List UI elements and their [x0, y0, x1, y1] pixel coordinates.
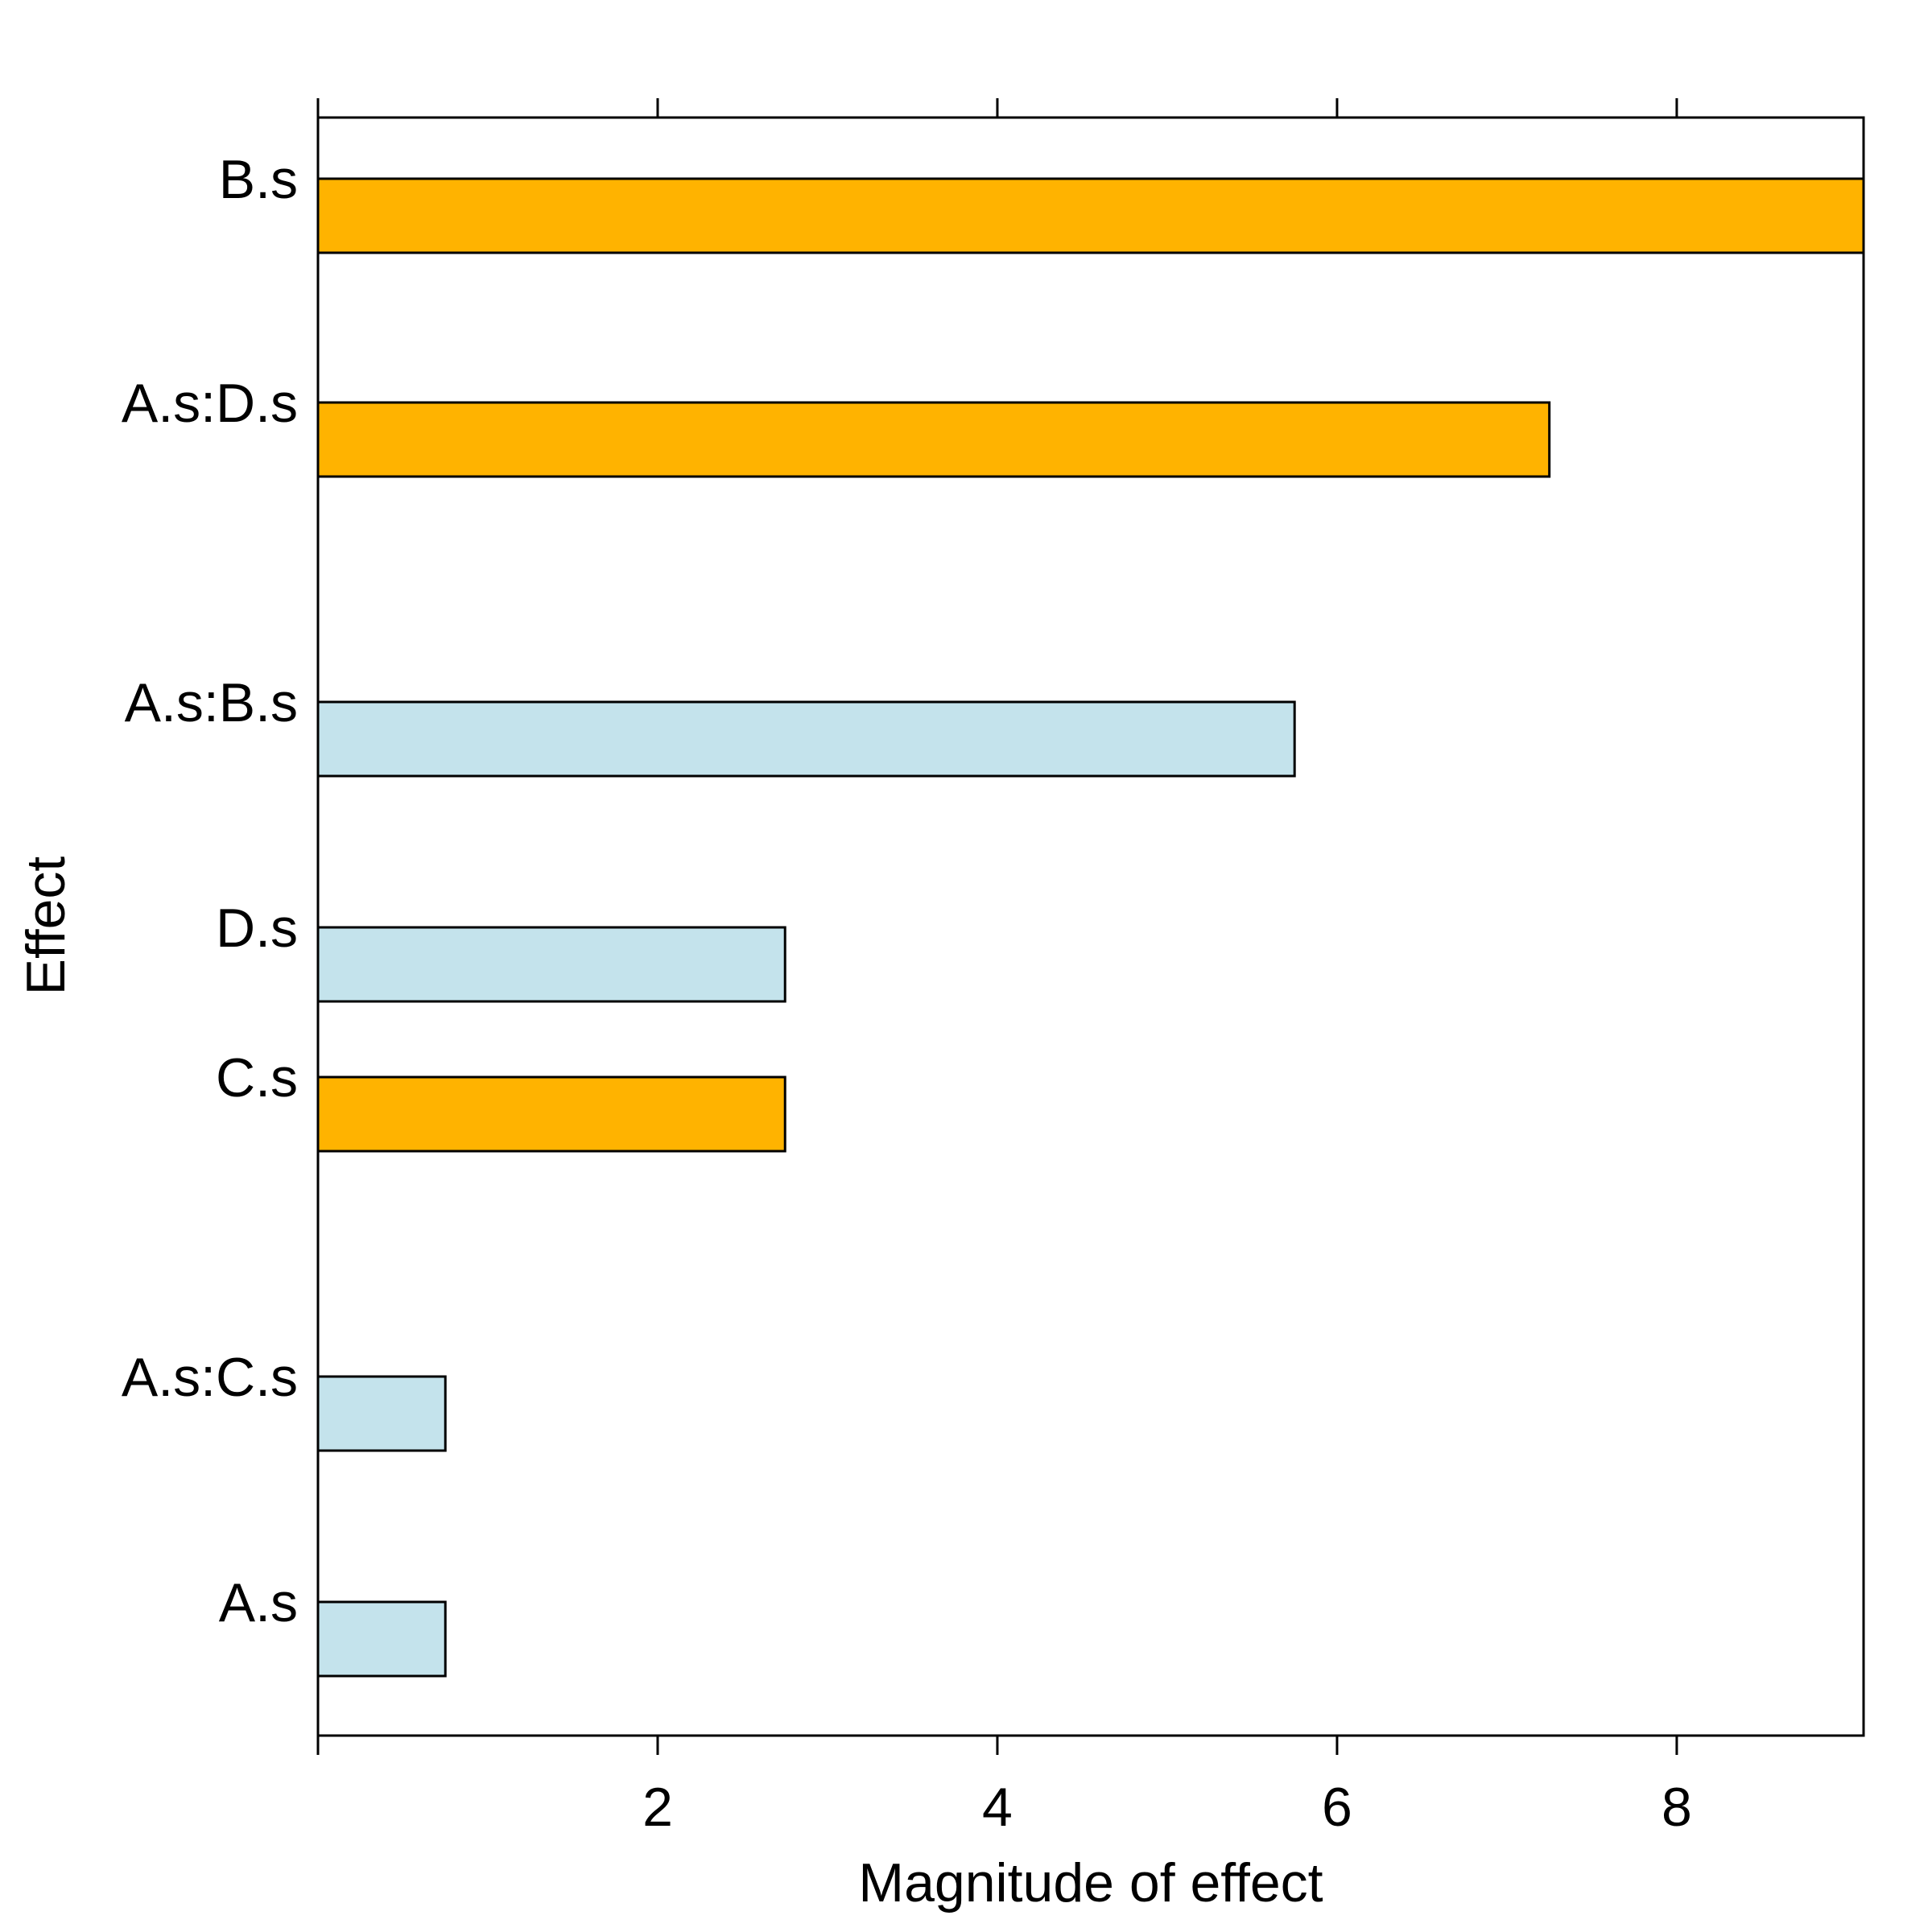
bar-a-s-d-s — [316, 401, 1551, 478]
x-tick-label: 8 — [1662, 1777, 1692, 1838]
category-label: A.s — [219, 1572, 298, 1633]
bar-a-s — [316, 1600, 447, 1678]
ticks-group: 2 4 6 8 — [316, 98, 1692, 1838]
category-label: C.s — [216, 1047, 298, 1108]
plot-frame — [316, 116, 1865, 1737]
bar-d-s — [316, 926, 786, 1003]
x-axis-title: Magnitude of effect — [858, 1852, 1323, 1913]
x-tick-label: 2 — [642, 1777, 673, 1838]
category-labels: B.s A.s:D.s A.s:B.s D.s C.s A.s:C.s A.s — [122, 149, 298, 1633]
category-label: A.s:D.s — [122, 373, 298, 434]
category-label: A.s:C.s — [122, 1347, 298, 1408]
category-label: A.s:B.s — [125, 672, 298, 733]
category-label: B.s — [219, 149, 298, 210]
x-tick-label: 6 — [1322, 1777, 1352, 1838]
x-tick-label: 4 — [982, 1777, 1013, 1838]
y-axis-title: Effect — [15, 857, 76, 996]
bar-a-s-c-s — [316, 1375, 447, 1452]
bar-c-s — [316, 1075, 786, 1153]
bar-b-s — [316, 177, 1865, 254]
bars-group — [316, 177, 1865, 1678]
bar-a-s-b-s — [316, 700, 1296, 778]
category-label: D.s — [216, 898, 298, 959]
